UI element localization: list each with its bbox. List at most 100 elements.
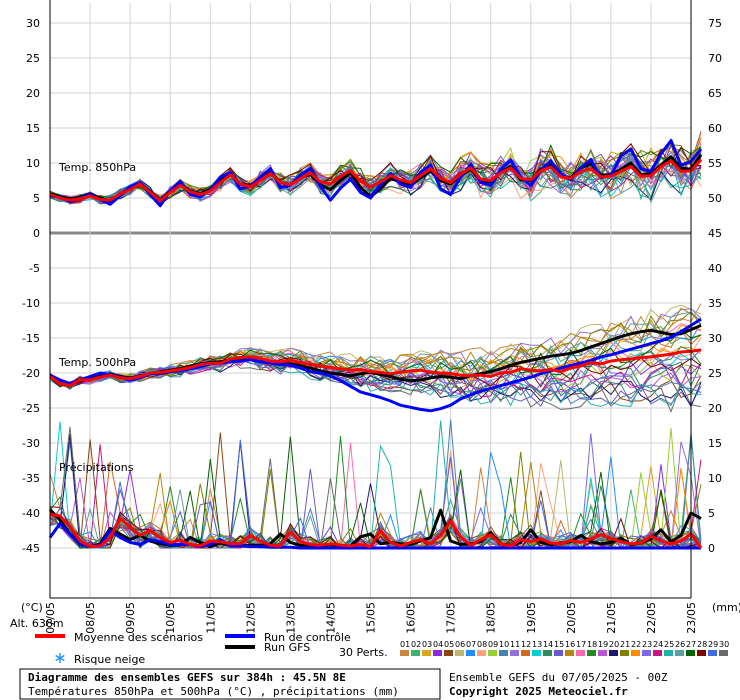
pert-number: 11 xyxy=(510,640,520,649)
pert-number: 25 xyxy=(664,640,674,649)
date-tick-label: 17/05 xyxy=(445,602,458,634)
chart-subtitle: Températures 850hPa et 500hPa (°C) , pré… xyxy=(28,685,399,698)
pert-number: 07 xyxy=(466,640,476,649)
perturbation-count: 30 Perts. xyxy=(339,646,388,659)
legend-label-gfs: Run GFS xyxy=(264,641,310,654)
left-tick-label: -35 xyxy=(22,472,40,485)
pert-line-t500 xyxy=(49,355,702,398)
pert-line-precip xyxy=(49,420,702,550)
pert-swatch xyxy=(554,650,563,656)
pert-number: 27 xyxy=(686,640,696,649)
series-line-t850 xyxy=(49,139,703,208)
pert-number: 24 xyxy=(653,640,663,649)
pert-number: 09 xyxy=(488,640,498,649)
right-tick-label: 45 xyxy=(708,227,722,240)
series-line-precip xyxy=(49,512,703,549)
left-tick-label: -40 xyxy=(22,507,40,520)
panel-label-t500: Temp. 500hPa xyxy=(58,356,136,369)
left-tick-label: 0 xyxy=(33,227,40,240)
pert-swatch xyxy=(444,650,453,656)
legend-label-control: Run de contrôle xyxy=(264,631,351,644)
date-tick-label: 16/05 xyxy=(405,602,418,634)
left-tick-label: 15 xyxy=(26,122,40,135)
date-tick-label: 12/05 xyxy=(244,602,257,634)
pert-line-t500 xyxy=(49,311,702,385)
pert-swatch xyxy=(565,650,574,656)
pert-swatch xyxy=(686,650,695,656)
series-line-precip xyxy=(48,522,701,550)
pert-swatch xyxy=(653,650,662,656)
pert-swatch xyxy=(455,650,464,656)
pert-number: 08 xyxy=(477,640,487,649)
left-tick-label: 20 xyxy=(26,87,40,100)
left-tick-label: -30 xyxy=(22,437,40,450)
pert-swatch xyxy=(499,650,508,656)
date-tick-label: 19/05 xyxy=(525,602,538,634)
left-tick-label: 5 xyxy=(33,192,40,205)
copyright: Copyright 2025 Meteociel.fr xyxy=(449,685,628,698)
pert-number: 04 xyxy=(433,640,443,649)
left-tick-label: -20 xyxy=(22,367,40,380)
series-line-t500 xyxy=(49,348,702,388)
pert-swatch xyxy=(466,650,475,656)
pert-number: 01 xyxy=(400,640,410,649)
pert-swatch xyxy=(642,650,651,656)
pert-swatch xyxy=(664,650,673,656)
pert-swatch xyxy=(697,650,706,656)
pert-line-precip xyxy=(49,461,702,549)
panel-label-precip: Précipitations xyxy=(59,461,134,474)
pert-swatch xyxy=(488,650,497,656)
right-tick-label: 15 xyxy=(708,437,722,450)
pert-swatch xyxy=(521,650,530,656)
pert-swatch xyxy=(400,650,409,656)
pert-number: 20 xyxy=(609,640,619,649)
date-tick-label: 13/05 xyxy=(284,602,297,634)
pert-number: 29 xyxy=(708,640,718,649)
pert-number: 10 xyxy=(499,640,509,649)
pert-number: 19 xyxy=(598,640,608,649)
pert-swatch xyxy=(631,650,640,656)
left-tick-label: 10 xyxy=(26,157,40,170)
pert-swatch xyxy=(477,650,486,656)
pert-number: 17 xyxy=(576,640,586,649)
series-line-t850 xyxy=(49,158,703,203)
legend-label-snow: Risque neige xyxy=(74,653,145,666)
right-tick-label: 0 xyxy=(708,542,715,555)
date-tick-label: 14/05 xyxy=(324,602,337,634)
date-tick-label: 21/05 xyxy=(605,602,618,634)
right-tick-label: 25 xyxy=(708,367,722,380)
pert-number: 05 xyxy=(444,640,454,649)
pert-swatch xyxy=(532,650,541,656)
title-box xyxy=(19,668,441,700)
pert-number: 02 xyxy=(411,640,421,649)
pert-swatch xyxy=(510,650,519,656)
snowflake-icon xyxy=(55,653,65,663)
left-tick-label: -25 xyxy=(22,402,40,415)
pert-swatch xyxy=(620,650,629,656)
legend-label-mean: Moyenne des scénarios xyxy=(74,631,203,644)
right-tick-label: 65 xyxy=(708,87,722,100)
chart-title: Diagramme des ensembles GEFS sur 384h : … xyxy=(28,671,346,684)
pert-line-t850 xyxy=(49,157,702,204)
right-tick-label: 5 xyxy=(708,507,715,520)
date-tick-label: 08/05 xyxy=(84,602,97,634)
pert-number: 21 xyxy=(620,640,630,649)
pert-swatch xyxy=(543,650,552,656)
pert-number: 15 xyxy=(554,640,564,649)
date-tick-label: 10/05 xyxy=(164,602,177,634)
date-tick-label: 09/05 xyxy=(124,602,137,634)
altitude-label: Alt. 638m xyxy=(10,617,64,630)
pert-number: 16 xyxy=(565,640,575,649)
pert-line-t500 xyxy=(49,358,702,414)
left-tick-label: -10 xyxy=(22,297,40,310)
pert-number: 28 xyxy=(697,640,707,649)
pert-swatch xyxy=(411,650,420,656)
pert-swatch xyxy=(708,650,717,656)
pert-number: 06 xyxy=(455,640,465,649)
pert-number: 13 xyxy=(532,640,542,649)
date-tick-label: 18/05 xyxy=(485,602,498,634)
pert-number: 18 xyxy=(587,640,597,649)
legend: Moyenne des scénarios Run de contrôle Ru… xyxy=(35,631,388,666)
